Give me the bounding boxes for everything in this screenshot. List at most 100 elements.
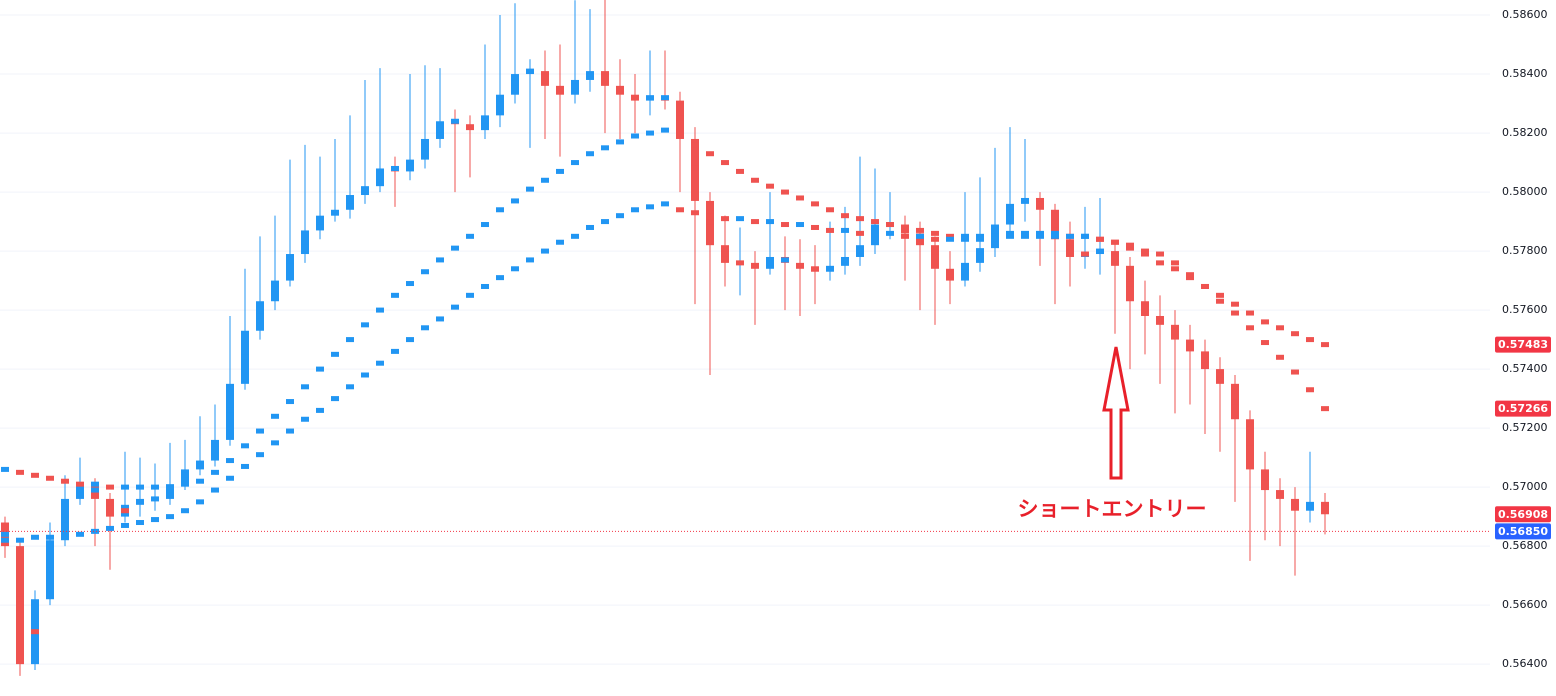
ma-point [301,416,309,422]
ma-point [436,127,444,133]
ma-point [1171,266,1179,272]
ma-point [661,201,669,207]
price-tag-label: 0.56908 [1498,508,1548,521]
ma-point [61,478,69,484]
y-tick-label: 0.56800 [1502,539,1548,552]
ma-point [1186,275,1194,281]
ma-point [916,227,924,233]
ma-point [766,260,774,266]
ma-point [766,183,774,189]
ma-point [1216,298,1224,304]
ma-point [1156,260,1164,266]
y-tick-label: 0.57000 [1502,480,1548,493]
ma-point [1246,440,1254,446]
ma-point [391,165,399,171]
ma-point [196,478,204,484]
ma-point [556,239,564,245]
ma-point [556,86,564,92]
ma-point [661,127,669,133]
ma-point [931,254,939,260]
ma-point [136,484,144,490]
ma-point [886,222,894,228]
ma-point [1306,337,1314,343]
ma-point [286,428,294,434]
ma-point [1036,201,1044,207]
ma-point [166,487,174,493]
y-tick-label: 0.57200 [1502,421,1548,434]
ma-point [796,222,804,228]
ma-point [286,399,294,405]
ma-point [766,219,774,225]
ma-point [1201,357,1209,363]
ma-point [706,213,714,219]
ma-point [646,130,654,136]
ma-point [931,236,939,242]
ma-point [811,201,819,207]
ma-point [1096,236,1104,242]
ma-point [841,257,849,263]
ma-point [256,428,264,434]
ma-point [226,475,234,481]
price-tag-label: 0.57266 [1498,402,1548,415]
ma-point [466,292,474,298]
ma-point [571,83,579,89]
ma-point [211,446,219,452]
ma-point [271,440,279,446]
ma-point [616,139,624,145]
ma-point [886,230,894,236]
ma-point [556,168,564,174]
ma-point [1,466,9,472]
ma-point [901,224,909,230]
ma-point [1036,230,1044,236]
ma-point [676,115,684,121]
ma-point [1261,475,1269,481]
price-tag-label: 0.56850 [1498,525,1548,538]
price-tag [1495,523,1551,540]
ma-point [406,281,414,287]
ma-point [1156,316,1164,322]
ma-point [496,101,504,107]
ma-point [121,508,129,514]
ma-point [901,233,909,239]
ma-point [1276,490,1284,496]
annotation: ショートエントリー [1018,497,1207,521]
ma-point [481,283,489,289]
ma-point [931,230,939,236]
price-tag [1495,506,1551,523]
ma-point [496,207,504,213]
ma-point [181,508,189,514]
ma-point [736,216,744,222]
ma-point [511,80,519,86]
ma-point [616,213,624,219]
ma-point [61,517,69,523]
ma-point [121,484,129,490]
ma-point [526,257,534,263]
ma-point [721,251,729,257]
ma-point [421,145,429,151]
ma-point [1141,251,1149,257]
ma-point [346,337,354,343]
ma-point [451,118,459,124]
ma-point [1186,342,1194,348]
ma-point [76,481,84,487]
ma-point [196,499,204,505]
ma-point [781,257,789,263]
ma-point [361,372,369,378]
ma-point [451,304,459,310]
ma-point [631,133,639,139]
ma-point [271,413,279,419]
ma-point [1231,310,1239,316]
ma-point [1111,254,1119,260]
ma-point [691,210,699,216]
ma-point [631,95,639,101]
ma-point [1291,502,1299,508]
ma-point [271,286,279,292]
ma-point [241,443,249,449]
ma-point [1291,331,1299,337]
y-tick-label: 0.57600 [1502,303,1548,316]
ma-point [16,537,24,543]
ma-point [646,204,654,210]
ma-point [76,487,84,493]
